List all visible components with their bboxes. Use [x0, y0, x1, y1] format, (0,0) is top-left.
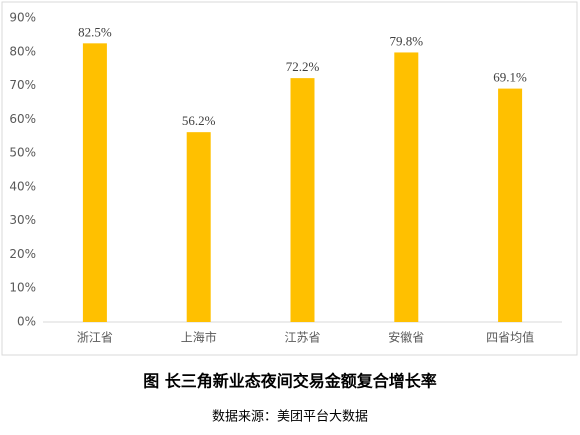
bar — [186, 132, 211, 322]
bar — [498, 88, 523, 323]
value-label: 72.2% — [286, 59, 320, 74]
bar — [394, 52, 419, 322]
y-tick-label: 0% — [17, 315, 36, 329]
y-tick-label: 10% — [9, 281, 36, 295]
x-tick-label: 四省均值 — [486, 330, 534, 345]
y-tick-label: 30% — [9, 213, 36, 227]
y-tick-label: 40% — [9, 179, 36, 193]
source: 数据来源：美团平台大数据 — [212, 410, 368, 425]
y-tick-label: 80% — [9, 44, 36, 58]
x-tick-label: 江苏省 — [284, 331, 320, 345]
bar — [82, 43, 107, 322]
value-label: 79.8% — [390, 33, 424, 48]
value-label: 56.2% — [182, 113, 216, 128]
y-tick-label: 60% — [9, 112, 36, 126]
chart-title: 图 长三角新业态夜间交易金额复合增长率 — [143, 372, 437, 391]
value-label: 69.1% — [493, 70, 527, 85]
bar — [290, 78, 315, 322]
x-tick-label: 上海市 — [181, 330, 217, 345]
value-label: 82.5% — [78, 24, 112, 39]
y-tick-label: 90% — [9, 11, 36, 25]
y-tick-label: 20% — [9, 247, 36, 261]
y-tick-label: 70% — [9, 78, 36, 92]
x-tick-label: 安徽省 — [388, 330, 424, 345]
y-tick-label: 50% — [9, 146, 36, 160]
x-tick-label: 浙江省 — [77, 331, 113, 345]
